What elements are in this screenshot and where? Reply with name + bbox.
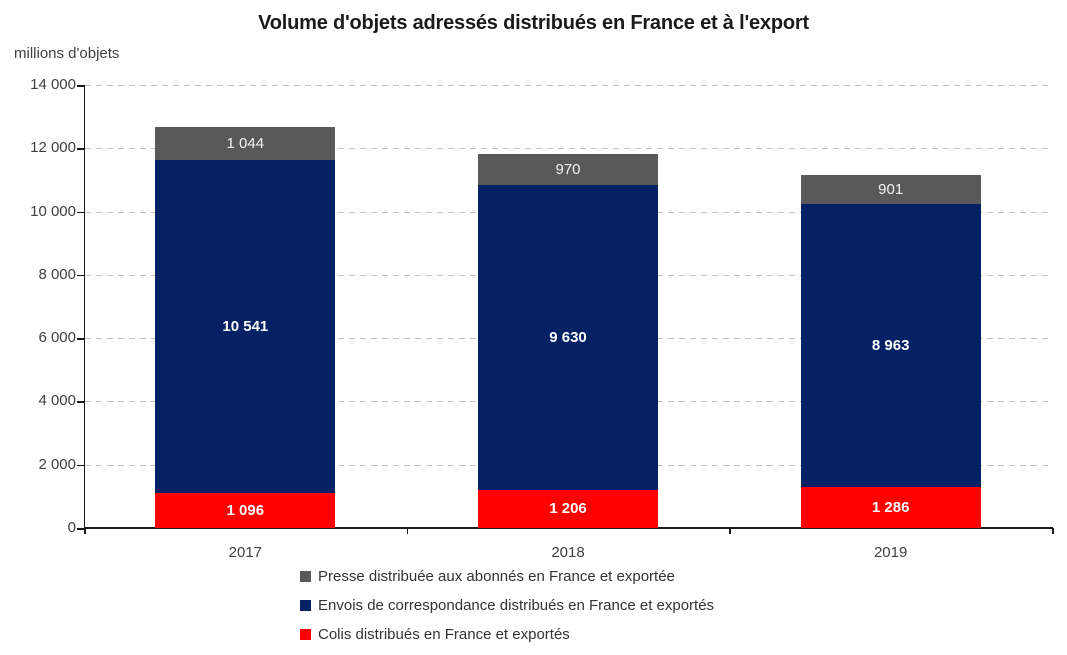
y-axis-tick xyxy=(77,211,84,214)
bar-segment-2019-series-1: 8 963 xyxy=(800,203,981,488)
legend-item: Colis distribués en France et exportés xyxy=(300,624,714,645)
legend-swatch-icon xyxy=(300,629,311,640)
x-category-label: 2017 xyxy=(228,544,263,561)
y-axis-tick xyxy=(77,464,84,467)
y-tick-label: 0 xyxy=(67,519,76,536)
bar-value-label: 1 044 xyxy=(226,134,265,152)
y-tick-label: 2 000 xyxy=(38,455,76,473)
y-axis-tick xyxy=(77,528,84,530)
x-axis-tick xyxy=(84,528,86,534)
bar-value-label: 8 963 xyxy=(871,336,910,354)
bar-segment-2018-series-0: 1 206 xyxy=(478,489,658,528)
x-axis-tick xyxy=(729,528,731,534)
y-axis-tick xyxy=(77,401,84,403)
bar-segment-2018-series-2: 970 xyxy=(478,154,658,186)
legend-label: Envois de correspondance distribués en F… xyxy=(318,597,715,614)
y-tick-label: 4 000 xyxy=(38,392,76,410)
y-tick-label: 6 000 xyxy=(38,329,76,347)
legend-item: Envois de correspondance distribués en F… xyxy=(300,595,714,616)
bar-value-label: 1 096 xyxy=(226,502,265,520)
gridline xyxy=(85,148,1053,150)
legend-label: Presse distribuée aux abonnés en France … xyxy=(318,568,675,585)
legend-swatch-icon xyxy=(300,600,311,611)
bar-segment-2018-series-1: 9 630 xyxy=(478,185,658,490)
bar-segment-2017-series-2: 1 044 xyxy=(155,126,336,160)
bar-value-label: 901 xyxy=(878,180,904,198)
x-axis-tick xyxy=(1052,528,1054,534)
x-category-label: 2019 xyxy=(873,544,908,561)
x-axis-tick xyxy=(406,528,409,534)
legend-label: Colis distribués en France et exportés xyxy=(318,626,570,643)
bar-value-label: 10 541 xyxy=(222,318,269,336)
bar-segment-2019-series-2: 901 xyxy=(800,175,981,204)
y-axis-tick xyxy=(77,148,84,150)
x-category-label: 2018 xyxy=(551,544,585,561)
bar-value-label: 1 206 xyxy=(549,500,587,518)
bar-value-label: 970 xyxy=(555,161,581,179)
y-tick-label: 12 000 xyxy=(30,139,76,157)
legend-item: Presse distribuée aux abonnés en France … xyxy=(300,566,714,587)
legend-swatch-icon xyxy=(300,571,311,582)
y-axis-tick xyxy=(77,274,84,277)
bar-value-label: 9 630 xyxy=(549,328,587,346)
bar-segment-2017-series-1: 10 541 xyxy=(155,159,336,494)
y-axis-unit-label: millions d'objets xyxy=(14,45,120,62)
bar-segment-2019-series-0: 1 286 xyxy=(800,487,981,528)
chart-title: Volume d'objets adressés distribués en F… xyxy=(258,12,809,34)
y-tick-label: 10 000 xyxy=(30,202,76,220)
bar-value-label: 1 286 xyxy=(871,499,910,517)
legend: Presse distribuée aux abonnés en France … xyxy=(300,566,714,645)
y-tick-label: 14 000 xyxy=(30,76,76,93)
y-tick-label: 8 000 xyxy=(38,265,76,283)
y-axis-tick xyxy=(77,85,84,87)
gridline xyxy=(85,85,1053,86)
bar-segment-2017-series-0: 1 096 xyxy=(155,493,336,528)
y-axis-tick xyxy=(77,338,84,340)
